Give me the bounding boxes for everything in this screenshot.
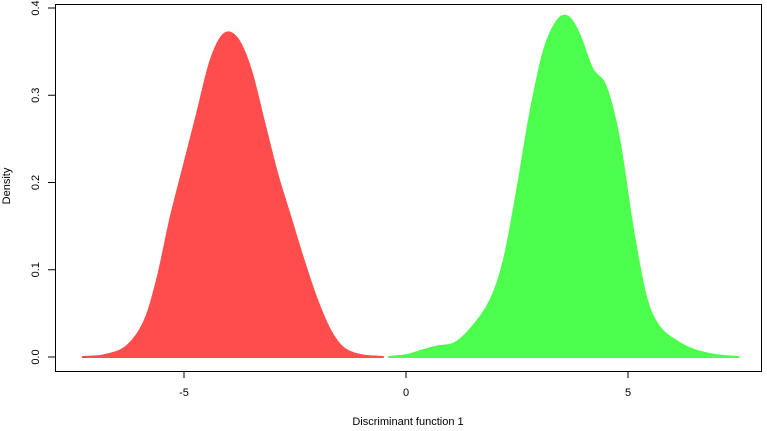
y-tick-label: 0.1 <box>30 262 42 277</box>
x-tick-label: 5 <box>625 387 631 399</box>
y-axis-label: Density <box>1 167 13 204</box>
y-tick-label: 0.0 <box>30 349 42 364</box>
plot-marks <box>81 14 740 358</box>
x-tick-label: 0 <box>403 387 409 399</box>
y-axis: 0.0 0.1 0.2 0.3 0.4 <box>30 0 56 365</box>
density-area-1 <box>388 14 740 358</box>
y-tick-label: 0.3 <box>30 88 42 103</box>
x-axis: -5 0 5 <box>179 371 631 399</box>
density-area-0 <box>81 31 384 358</box>
y-tick-label: 0.2 <box>30 175 42 190</box>
x-tick-label: -5 <box>179 387 189 399</box>
x-axis-label: Discriminant function 1 <box>352 416 463 426</box>
y-tick-label: 0.4 <box>30 0 42 15</box>
